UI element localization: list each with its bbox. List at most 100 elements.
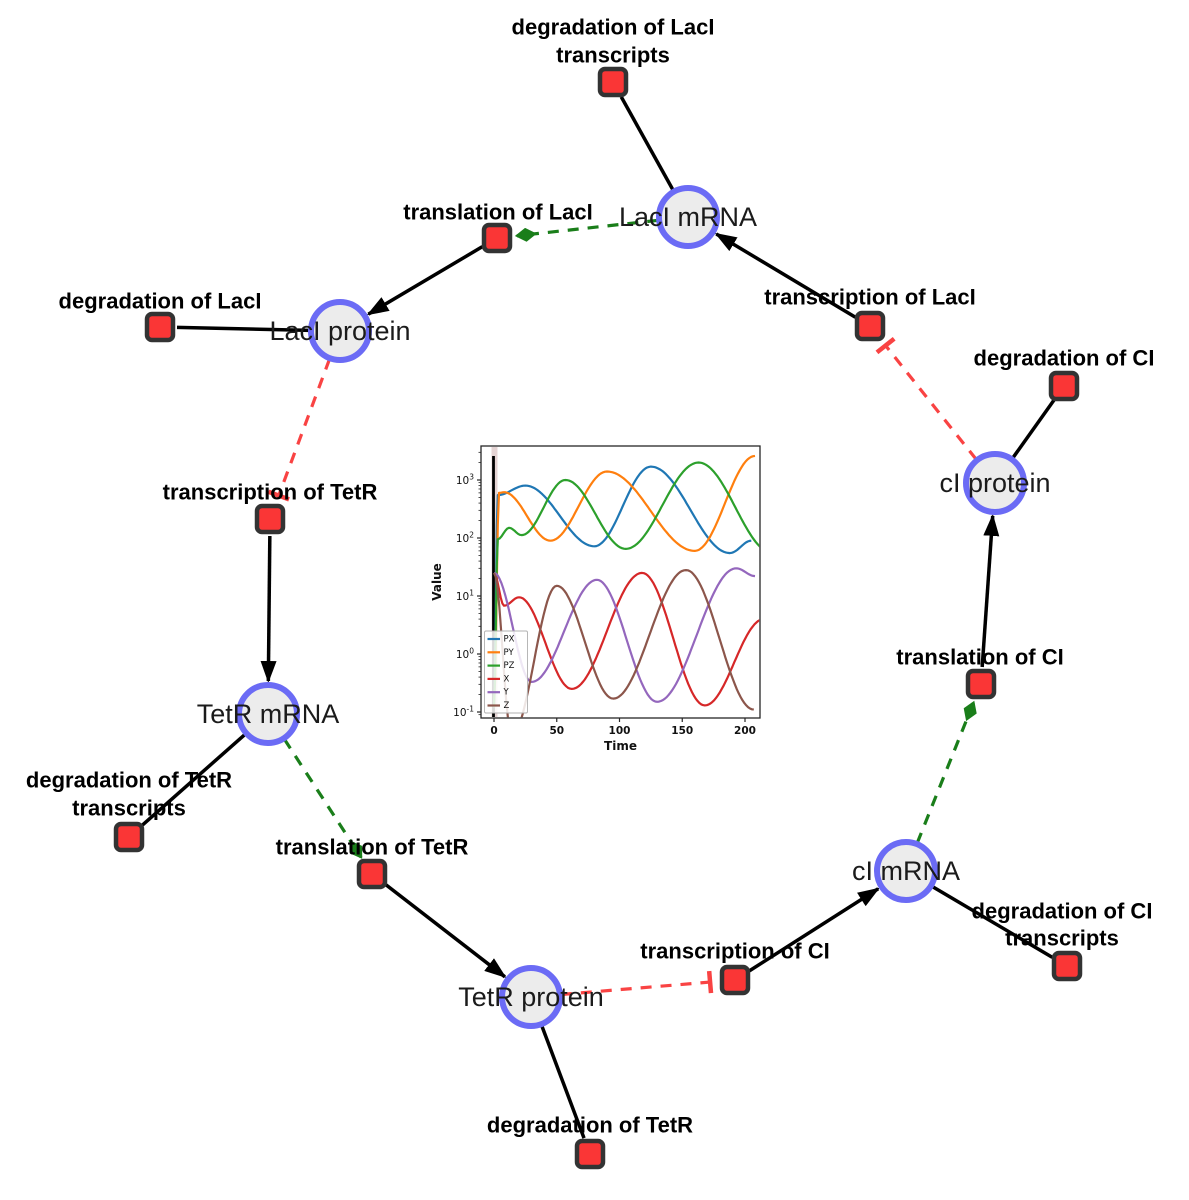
edge-consumption-laci-mrna-deg-laci-tx bbox=[619, 96, 675, 192]
species-circle-icon[interactable] bbox=[499, 965, 563, 1029]
species-label-ci-protein: cI protein bbox=[939, 468, 1050, 498]
reaction-node-deg-tetr-tx[interactable] bbox=[113, 821, 145, 853]
reaction-label-translation-ci-line1: translation of CI bbox=[896, 645, 1063, 670]
species-node-ci-protein[interactable] bbox=[963, 451, 1027, 515]
reaction-node-transcription-laci[interactable] bbox=[854, 310, 886, 342]
reaction-node-transcription-tetr[interactable] bbox=[254, 503, 286, 535]
reaction-node-deg-laci-tx[interactable] bbox=[597, 66, 629, 98]
series-line-Z bbox=[492, 569, 754, 718]
edges-layer bbox=[140, 96, 1056, 1139]
reaction-square-icon[interactable] bbox=[854, 310, 886, 342]
series-line-PZ bbox=[492, 461, 760, 708]
legend-label-X: X bbox=[504, 674, 510, 684]
legend-label-PY: PY bbox=[504, 648, 515, 658]
species-label-laci-protein: LacI protein bbox=[269, 316, 410, 346]
reaction-label-deg-ci-line1: degradation of CI bbox=[974, 346, 1155, 371]
edge-consumption-tetr-mrna-deg-tetr-tx bbox=[140, 732, 247, 828]
reaction-square-icon[interactable] bbox=[1051, 950, 1083, 982]
reaction-square-icon[interactable] bbox=[113, 821, 145, 853]
species-circle-icon[interactable] bbox=[874, 839, 938, 903]
species-label-tetr-mrna: TetR mRNA bbox=[197, 699, 340, 729]
reaction-label-translation-laci-line1: translation of LacI bbox=[403, 200, 592, 225]
species-node-laci-mrna[interactable] bbox=[656, 185, 720, 249]
reaction-node-transcription-ci[interactable] bbox=[719, 964, 751, 996]
species-circle-icon[interactable] bbox=[308, 299, 372, 363]
reaction-square-icon[interactable] bbox=[597, 66, 629, 98]
y-tick-label: 10-1 bbox=[453, 704, 474, 719]
legend-label-PX: PX bbox=[504, 635, 515, 645]
edge-production-translation-ci-ci-protein bbox=[980, 513, 1000, 668]
species-label-ci-mrna: cI mRNA bbox=[852, 856, 960, 886]
species-circle-icon[interactable] bbox=[236, 682, 300, 746]
species-node-ci-mrna[interactable] bbox=[874, 839, 938, 903]
reaction-node-deg-ci-tx[interactable] bbox=[1051, 950, 1083, 982]
axes-frame bbox=[480, 445, 761, 719]
edge-modifier-laci-mrna-translation-laci bbox=[514, 218, 659, 242]
reaction-label-deg-laci-tx-line2: transcripts bbox=[556, 43, 670, 68]
reaction-node-deg-ci[interactable] bbox=[1048, 370, 1080, 402]
species-node-laci-protein[interactable] bbox=[308, 299, 372, 363]
reaction-square-icon[interactable] bbox=[356, 858, 388, 890]
edge-production-translation-tetr-tetr-protein bbox=[384, 883, 507, 979]
y-tick-label: 102 bbox=[456, 530, 474, 545]
reaction-square-icon[interactable] bbox=[144, 311, 176, 343]
x-tick-label: 50 bbox=[549, 725, 564, 737]
reaction-label-deg-ci-tx-line1: degradation of CI bbox=[972, 899, 1153, 924]
reaction-label-deg-tetr-line1: degradation of TetR bbox=[487, 1113, 693, 1138]
legend-label-Z: Z bbox=[504, 701, 510, 711]
reaction-node-translation-tetr[interactable] bbox=[356, 858, 388, 890]
edge-consumption-ci-mrna-deg-ci-tx bbox=[930, 884, 1054, 959]
reaction-node-translation-laci[interactable] bbox=[481, 222, 513, 254]
y-tick-label: 101 bbox=[456, 588, 474, 603]
edge-modifier-tetr-mrna-translation-tetr bbox=[283, 738, 363, 859]
edge-consumption-tetr-protein-deg-tetr bbox=[539, 1024, 586, 1139]
reaction-label-deg-tetr-tx-line1: degradation of TetR bbox=[26, 768, 232, 793]
reaction-label-transcription-tetr-line1: transcription of TetR bbox=[163, 480, 378, 505]
reaction-square-icon[interactable] bbox=[719, 964, 751, 996]
series-line-X bbox=[493, 571, 760, 707]
chart-legend: PX PY PZ XYZ bbox=[484, 630, 528, 714]
reaction-square-icon[interactable] bbox=[481, 222, 513, 254]
reaction-square-icon[interactable] bbox=[965, 668, 997, 700]
reaction-label-deg-laci-tx-line1: degradation of LacI bbox=[512, 15, 715, 40]
reaction-node-deg-tetr[interactable] bbox=[574, 1138, 606, 1170]
reaction-node-deg-laci[interactable] bbox=[144, 311, 176, 343]
x-tick-label: 200 bbox=[734, 725, 756, 737]
species-node-tetr-protein[interactable] bbox=[499, 965, 563, 1029]
species-circle-icon[interactable] bbox=[963, 451, 1027, 515]
legend-label-Y: Y bbox=[503, 688, 510, 698]
reaction-label-transcription-laci-line1: transcription of LacI bbox=[764, 285, 975, 310]
edge-production-transcription-ci-ci-mrna bbox=[748, 887, 880, 973]
reaction-square-icon[interactable] bbox=[254, 503, 286, 535]
edge-inhibition-tetr-protein-transcription-ci bbox=[560, 970, 714, 997]
species-label-laci-mrna: LacI mRNA bbox=[619, 202, 757, 232]
edge-inhibition-laci-protein-transcription-tetr bbox=[267, 358, 332, 502]
reaction-square-icon[interactable] bbox=[1048, 370, 1080, 402]
species-node-tetr-mrna[interactable] bbox=[236, 682, 300, 746]
species-circle-icon[interactable] bbox=[656, 185, 720, 249]
reaction-label-translation-tetr-line1: translation of TetR bbox=[276, 835, 469, 860]
reaction-square-icon[interactable] bbox=[574, 1138, 606, 1170]
x-tick-label: 150 bbox=[671, 725, 693, 737]
reaction-label-deg-laci-line1: degradation of LacI bbox=[59, 289, 262, 314]
species-label-tetr-protein: TetR protein bbox=[458, 982, 604, 1012]
species-layer bbox=[236, 185, 1027, 1029]
edge-consumption-laci-protein-deg-laci bbox=[176, 325, 311, 333]
edge-production-transcription-laci-laci-mrna bbox=[714, 232, 857, 319]
x-tick-label: 100 bbox=[609, 725, 631, 737]
y-axis-label: Value bbox=[430, 563, 444, 601]
reaction-label-deg-tetr-tx-line2: transcripts bbox=[72, 796, 186, 821]
x-tick-label: 0 bbox=[490, 725, 497, 737]
edge-production-transcription-tetr-tetr-mrna bbox=[260, 535, 277, 684]
x-axis-label: Time bbox=[604, 739, 637, 753]
reaction-label-transcription-ci-line1: transcription of CI bbox=[640, 939, 829, 964]
y-tick-label: 103 bbox=[456, 472, 474, 487]
edge-consumption-ci-protein-deg-ci bbox=[1010, 398, 1056, 460]
reaction-node-translation-ci[interactable] bbox=[965, 668, 997, 700]
edge-modifier-ci-mrna-translation-ci bbox=[915, 700, 977, 844]
edge-production-translation-laci-laci-protein bbox=[366, 245, 484, 316]
legend-label-PZ: PZ bbox=[504, 661, 515, 671]
